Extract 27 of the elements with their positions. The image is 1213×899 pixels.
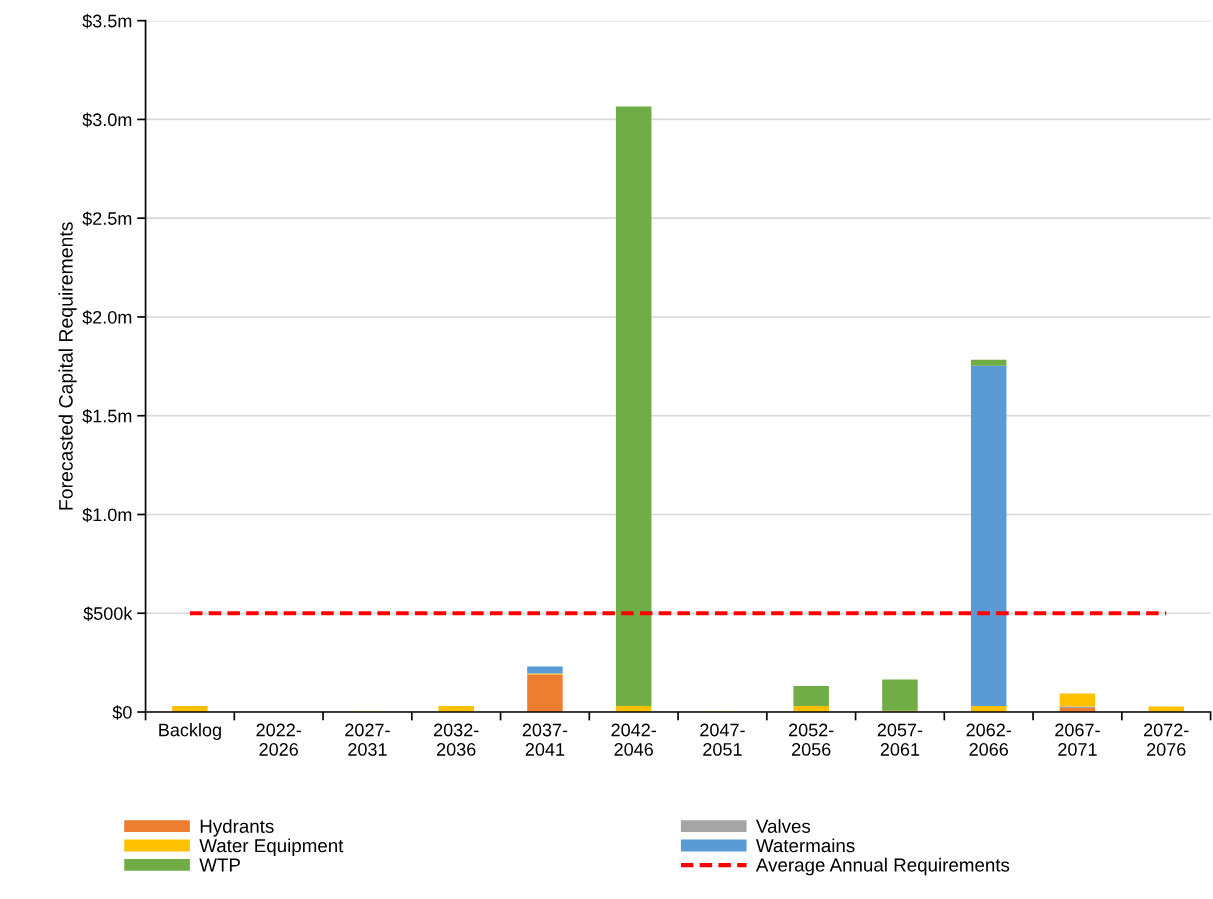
x-tick-label: 2042-2046 [611, 723, 656, 756]
y-tick-label: $3.0m [82, 112, 132, 128]
x-tick-label: 2032-2036 [434, 723, 479, 756]
legend-label: Watermains [755, 838, 855, 853]
y-tick-label: $3.5m [82, 13, 132, 29]
legend-label: Valves [755, 819, 811, 833]
x-tick-label: 2052-2056 [789, 723, 834, 756]
x-tick-label: Backlog [159, 723, 221, 740]
y-tick-label: $1.5m [82, 408, 132, 424]
x-tick-label: 2027-2031 [345, 723, 390, 756]
legend-label: Water Equipment [199, 838, 344, 856]
y-tick-label: $0 [112, 705, 132, 720]
x-tick-label: 2047-2051 [700, 723, 745, 756]
x-tick-label: 2067-2071 [1055, 723, 1100, 756]
y-tick-label: $1.0m [82, 507, 132, 523]
y-tick-label: $500k [83, 606, 133, 622]
y-tick-label: $2.5m [82, 211, 132, 226]
legend-label: Hydrants [200, 819, 274, 837]
x-tick-label: 2062-2066 [966, 723, 1011, 756]
legend-label: Average Annual Requirements [755, 857, 1010, 876]
x-tick-label: 2037-2041 [522, 723, 568, 756]
x-tick-label: 2072-2076 [1144, 723, 1189, 756]
legend-label: WTP [199, 858, 240, 872]
y-axis-title: Forecasted Capital Requirements [58, 222, 77, 510]
y-tick-label: $2.0m [82, 310, 132, 325]
x-tick-label: 2022-2026 [256, 723, 301, 756]
x-tick-label: 2057-2061 [877, 723, 923, 756]
